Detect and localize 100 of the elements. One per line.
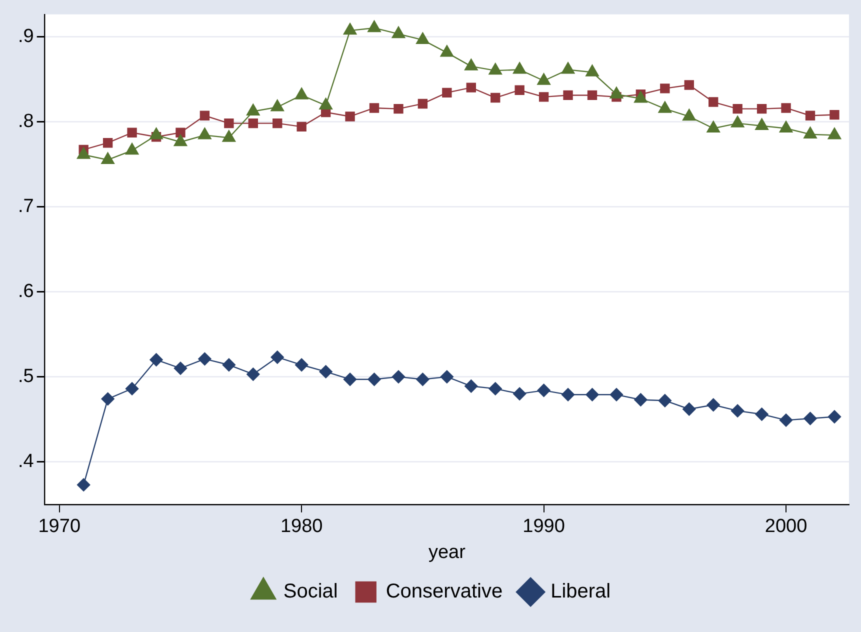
point: [392, 26, 406, 38]
point: [392, 370, 406, 384]
point: [125, 142, 139, 155]
x-axis-title: year: [428, 542, 466, 563]
point: [369, 103, 380, 113]
point: [464, 380, 478, 393]
y-tick-label: .4: [18, 451, 34, 472]
point: [345, 112, 355, 122]
point: [828, 410, 842, 424]
point: [246, 104, 260, 116]
point: [343, 22, 357, 35]
point: [830, 110, 840, 120]
point: [755, 118, 768, 130]
point: [634, 91, 648, 103]
point: [440, 370, 454, 384]
point: [730, 116, 744, 128]
point: [660, 84, 670, 94]
y-tick-label: .8: [18, 110, 34, 132]
legend-label: Conservative: [386, 580, 503, 603]
point: [198, 128, 212, 140]
point: [176, 128, 186, 138]
point: [246, 368, 260, 381]
point: [561, 62, 575, 74]
point: [368, 20, 381, 32]
point: [684, 80, 694, 90]
x-tick-label: 1990: [522, 516, 565, 538]
point: [440, 45, 454, 57]
point: [682, 402, 696, 416]
legend-label: Social: [283, 580, 338, 603]
point: [587, 90, 598, 100]
point: [270, 100, 284, 112]
point: [174, 362, 188, 375]
x-tick-label: 1970: [38, 516, 81, 538]
point: [174, 134, 188, 146]
point: [198, 352, 212, 366]
legend-label: Liberal: [550, 580, 611, 603]
point: [272, 118, 282, 128]
point: [416, 32, 430, 44]
point: [490, 92, 500, 103]
point: [706, 120, 720, 132]
point: [610, 86, 624, 98]
point: [222, 130, 236, 142]
point: [270, 350, 284, 364]
point: [76, 147, 90, 159]
point: [200, 110, 210, 120]
point: [248, 118, 258, 128]
point: [102, 138, 113, 148]
point: [222, 358, 236, 372]
point: [127, 128, 137, 138]
point: [730, 404, 744, 418]
point: [101, 152, 114, 164]
point: [464, 58, 478, 70]
point: [343, 372, 357, 386]
point: [561, 388, 575, 402]
point: [682, 108, 696, 121]
point: [394, 104, 404, 114]
y-tick-label: .5: [18, 366, 34, 388]
point: [756, 104, 767, 114]
point: [634, 393, 648, 406]
point: [368, 372, 381, 386]
point: [224, 118, 234, 128]
point: [319, 365, 332, 378]
point: [418, 98, 428, 109]
point: [514, 85, 524, 95]
point: [150, 128, 163, 140]
point: [658, 101, 672, 113]
point: [779, 120, 793, 132]
point: [708, 97, 718, 107]
point: [828, 128, 842, 140]
point: [706, 398, 720, 412]
y-tick-label: .6: [18, 280, 34, 302]
point: [319, 98, 332, 110]
point: [732, 104, 742, 114]
y-tick-label: .9: [18, 26, 34, 47]
point: [586, 64, 599, 76]
point: [442, 88, 452, 98]
point: [294, 358, 308, 372]
point: [101, 392, 114, 406]
point: [610, 388, 624, 402]
point: [537, 73, 550, 85]
point: [150, 353, 163, 366]
point: [488, 382, 502, 396]
y-tick-label: .7: [18, 196, 34, 217]
point: [804, 412, 817, 426]
x-tick-label: 2000: [764, 516, 808, 538]
point: [538, 92, 549, 102]
point: [512, 387, 526, 400]
point: [755, 408, 768, 421]
point: [537, 384, 550, 398]
point: [779, 414, 793, 427]
point: [805, 110, 816, 120]
x-tick-label: 1980: [280, 516, 323, 538]
point: [416, 372, 430, 386]
point: [512, 62, 526, 74]
point: [658, 394, 672, 408]
point: [296, 122, 306, 132]
point: [488, 62, 502, 75]
point: [77, 478, 90, 492]
point: [125, 382, 139, 396]
point: [586, 388, 599, 402]
